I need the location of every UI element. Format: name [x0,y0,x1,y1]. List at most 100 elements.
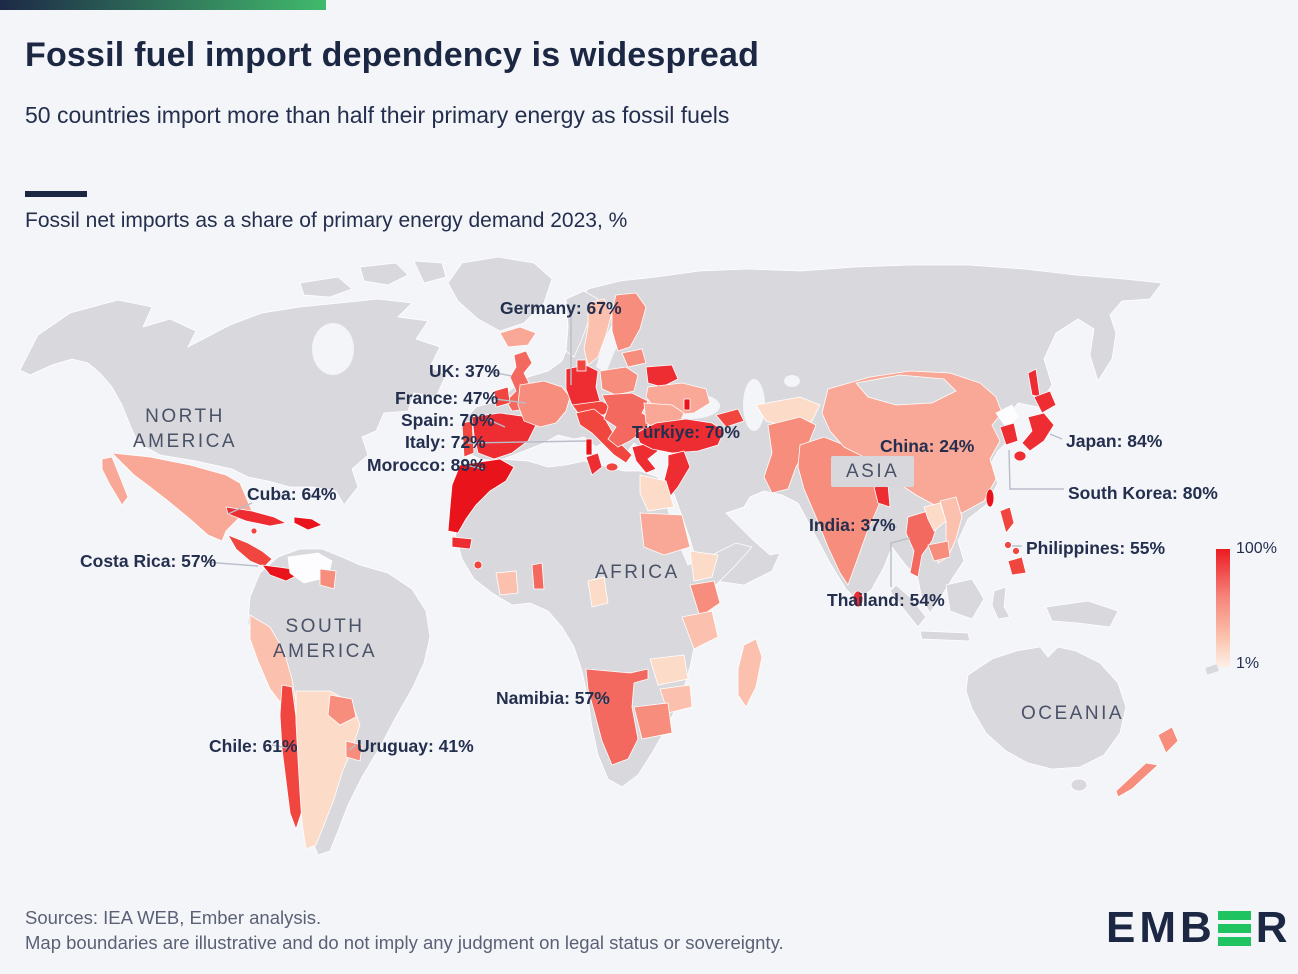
continent-label-oceania: OCEANIA [1021,703,1125,724]
country-sudan [639,512,691,556]
label-morocco: Morocco: 89% [367,455,486,475]
country-new-zealand-north [1157,726,1179,754]
country-madagascar [737,638,763,708]
label-philippines: Philippines: 55% [1026,538,1166,558]
country-central-america [227,534,273,568]
country-cambodia [927,540,951,562]
label-turkiye: Türkiye: 70% [632,422,740,442]
label-france: France: 47% [395,388,499,408]
country-ivory-coast [495,570,519,596]
country-philippines-luzon [999,506,1015,534]
country-levant [663,450,691,500]
landmass-north-america [19,260,447,506]
country-turkiye [635,418,725,454]
country-sicily [605,462,619,472]
ember-logo-right-letter: R [1255,903,1292,952]
country-japan-hokkaido [1033,390,1057,414]
country-pakistan [763,416,817,494]
country-south-korea [999,422,1019,446]
country-taiwan [985,488,995,508]
country-guyana [319,568,337,590]
country-moldova [683,398,691,411]
label-costa-rica: Costa Rica: 57% [80,551,217,571]
leader-morocco [464,464,485,470]
leader-uruguay [348,744,357,751]
country-cuba [225,506,288,527]
continent-label-south-america: SOUTH AMERICA [272,616,378,662]
color-scale-max-label: 100% [1236,540,1277,557]
leader-cuba [227,502,253,515]
country-jamaica [250,527,258,535]
landmass-oceania [965,600,1127,792]
country-sardinia [585,438,593,456]
country-philippines-visayas-2 [1012,547,1020,555]
label-india: India: 37% [809,515,896,535]
label-spain: Spain: 70% [401,410,495,430]
metric-accent-bar [25,191,87,197]
country-japan-honshu [1021,412,1055,452]
country-caucasus [715,408,745,428]
country-spain [471,412,537,460]
page-subtitle: 50 countries import more than half their… [25,102,730,128]
country-laos [923,502,947,532]
leader-lines [204,317,1064,751]
footer-notes: Sources: IEA WEB, Ember analysis. Map bo… [25,905,784,955]
country-sierra-leone [473,560,483,570]
label-uruguay: Uruguay: 41% [357,736,474,756]
label-japan: Japan: 84% [1066,431,1163,451]
country-france [517,380,571,428]
green-bar [1217,910,1251,920]
world-choropleth-map [0,255,1298,875]
continent-label-north-america: NORTH AMERICA [132,406,238,452]
color-scale-bar [1216,549,1230,667]
country-uruguay [345,740,363,762]
leader-france [486,397,527,404]
landmass-southeast-asian-islands [889,578,1011,642]
country-namibia [585,668,649,766]
leader-south-korea [1008,449,1064,490]
country-belarus [645,364,679,388]
green-bar [1217,936,1251,946]
country-mongolia [855,374,957,406]
leader-costa-rica [204,561,259,567]
country-senegal [451,536,473,550]
country-sri-lanka [852,590,864,608]
country-denmark [576,359,587,372]
label-chile: Chile: 61% [209,736,298,756]
footer-sources: Sources: IEA WEB, Ember analysis. [25,907,322,928]
ember-logo-left-letters: EMB [1106,903,1216,952]
country-tanzania [681,610,719,650]
country-paraguay [327,694,357,726]
country-cameroon [587,576,609,608]
country-morocco [447,458,515,534]
continent-label-africa: AFRICA [595,562,680,583]
world-map-svg [19,256,1179,856]
page-title: Fossil fuel import dependency is widespr… [25,36,760,74]
country-north-korea [995,404,1019,428]
country-philippines-mindanao [1007,556,1027,576]
country-botswana [633,702,673,740]
leader-italy [467,440,587,444]
leader-spain [486,418,506,428]
country-zambia [649,654,689,686]
country-italy [575,408,633,464]
country-poland [599,366,639,396]
label-uk: UK: 37% [429,361,500,381]
country-tunisia [585,452,603,476]
brand-accent-stripe [0,0,326,10]
label-namibia: Namibia: 57% [496,688,610,708]
leader-japan [1049,433,1063,440]
landmass-greenland [447,256,553,332]
country-hispaniola [293,516,323,531]
choropleth-countries [101,290,1179,850]
label-china: China: 24% [880,436,975,456]
country-egypt [639,474,675,512]
country-kenya [689,580,721,618]
metric-label: Fossil net imports as a share of primary… [25,209,628,232]
label-germany: Germany: 67% [500,298,622,318]
leader-uk [485,370,513,377]
ember-logo: EMB R [1106,906,1292,950]
leader-namibia [594,697,608,703]
ember-logo-green-e-icon [1217,910,1251,946]
